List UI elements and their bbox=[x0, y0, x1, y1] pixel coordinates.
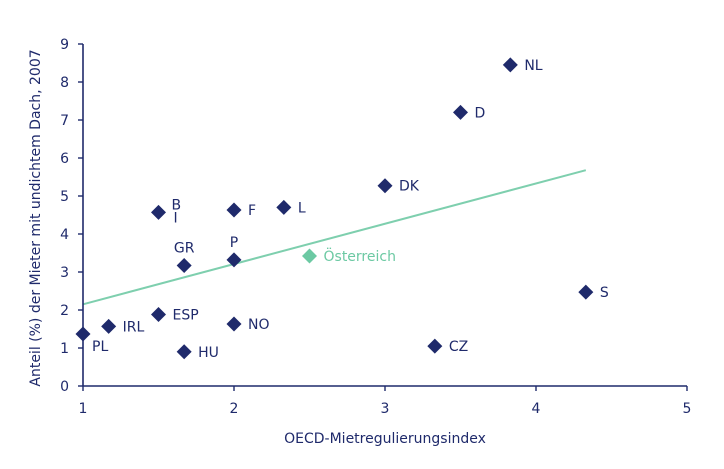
point-label-no: NO bbox=[248, 317, 270, 333]
point-marker-hu bbox=[176, 344, 192, 360]
x-tick-label: 4 bbox=[532, 401, 541, 417]
y-tick-label: 6 bbox=[60, 151, 69, 167]
x-tick-label: 1 bbox=[79, 401, 88, 417]
y-tick-label: 3 bbox=[60, 265, 69, 281]
point-marker-pl bbox=[75, 326, 91, 342]
x-tick-label: 5 bbox=[683, 401, 692, 417]
y-tick-label: 0 bbox=[60, 379, 69, 395]
y-tick-label: 5 bbox=[60, 189, 69, 205]
point-label-d: D bbox=[475, 105, 486, 121]
point-label-dk: DK bbox=[399, 179, 420, 195]
point-label-irl: IRL bbox=[123, 319, 145, 335]
point-label-hu: HU bbox=[198, 345, 219, 361]
point-marker-d bbox=[453, 104, 468, 120]
y-tick-label: 7 bbox=[60, 113, 69, 129]
y-tick-label: 8 bbox=[60, 75, 69, 91]
trend-layer bbox=[82, 169, 587, 306]
point-marker-dk bbox=[377, 178, 393, 194]
point-marker-gr bbox=[176, 258, 192, 274]
point-marker-esp bbox=[151, 307, 166, 323]
y-tick-label: 4 bbox=[60, 227, 69, 243]
data-points: NL D DK BI F L GR P Österreich S ESP NO IRL PL CZ HU bbox=[75, 57, 609, 361]
point-marker-f bbox=[226, 202, 242, 218]
y-tick-label: 2 bbox=[60, 303, 69, 319]
y-axis-title: Anteil (%) der Mieter mit undichtem Dach… bbox=[28, 49, 44, 386]
point-marker-l bbox=[276, 199, 292, 215]
point-label-l: L bbox=[298, 200, 306, 216]
point-label-i: I bbox=[174, 210, 178, 226]
point-label-pl: PL bbox=[92, 339, 108, 355]
x-tick-label: 3 bbox=[381, 401, 390, 417]
point-label-f: F bbox=[248, 203, 256, 219]
point-marker-cz bbox=[427, 338, 443, 354]
point-label-österreich: Österreich bbox=[324, 247, 396, 265]
point-label-nl: NL bbox=[524, 58, 542, 74]
point-label-cz: CZ bbox=[449, 339, 468, 355]
point-marker-nl bbox=[502, 57, 518, 73]
point-label-esp: ESP bbox=[173, 308, 199, 324]
point-marker-p bbox=[226, 252, 242, 268]
x-axis-title: OECD-Mietregulierungsindex bbox=[284, 431, 486, 447]
point-marker-irl bbox=[101, 318, 117, 334]
trend-line bbox=[82, 169, 587, 306]
point-label-gr: GR bbox=[174, 241, 195, 257]
point-label-b: B bbox=[172, 197, 182, 213]
point-marker-no bbox=[226, 316, 242, 332]
y-tick-label: 1 bbox=[60, 341, 69, 357]
point-marker-österreich bbox=[302, 248, 317, 264]
point-marker-s bbox=[578, 284, 594, 300]
point-label-p: P bbox=[230, 235, 238, 251]
y-tick-label: 9 bbox=[60, 37, 69, 53]
point-label-s: S bbox=[600, 285, 609, 301]
x-tick-label: 2 bbox=[230, 401, 239, 417]
point-marker-b bbox=[151, 204, 166, 220]
